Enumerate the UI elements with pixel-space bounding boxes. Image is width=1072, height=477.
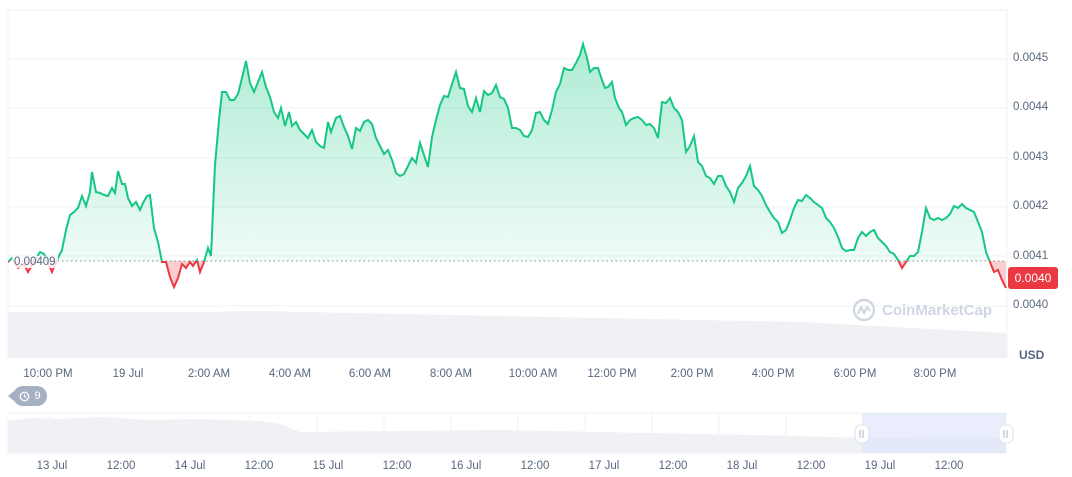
currency-label: USD — [1019, 348, 1045, 362]
y-tick: 0.0043 — [1013, 151, 1049, 163]
navigator-x-tick: 14 Jul — [174, 460, 206, 472]
navigator-x-tick: 18 Jul — [726, 460, 758, 472]
current-price-badge: 0.0040 — [1008, 267, 1058, 289]
navigator-x-tick: 15 Jul — [312, 460, 344, 472]
x-tick: 4:00 AM — [268, 368, 312, 380]
navigator-x-tick: 13 Jul — [36, 460, 68, 472]
baseline-price-label: 0.00409 — [12, 256, 58, 268]
navigator-x-tick: 12:00 — [520, 460, 550, 472]
x-tick: 10:00 PM — [23, 368, 73, 380]
y-tick: 0.0041 — [1013, 250, 1049, 262]
navigator-handle-left[interactable] — [854, 424, 870, 444]
x-tick: 10:00 AM — [508, 368, 558, 380]
y-tick: 0.0040 — [1013, 299, 1049, 311]
events-badge[interactable]: 9 — [8, 386, 47, 406]
x-tick: 6:00 PM — [833, 368, 877, 380]
x-tick: 8:00 PM — [913, 368, 957, 380]
y-tick: 0.0044 — [1013, 101, 1049, 113]
navigator-x-tick: 12:00 — [106, 460, 136, 472]
price-line-up — [8, 40, 991, 261]
navigator-x-tick: 12:00 — [658, 460, 688, 472]
navigator-selection[interactable] — [862, 413, 1006, 453]
y-tick: 0.0045 — [1013, 52, 1049, 64]
navigator-x-tick: 12:00 — [382, 460, 412, 472]
navigator-area — [8, 417, 1006, 453]
y-tick: 0.0042 — [1013, 200, 1049, 212]
volume-area — [8, 311, 1007, 358]
x-tick: 2:00 PM — [670, 368, 714, 380]
navigator-x-tick: 17 Jul — [588, 460, 620, 472]
navigator-x-tick: 16 Jul — [450, 460, 482, 472]
navigator-x-tick: 19 Jul — [864, 460, 896, 472]
price-line-down — [8, 261, 1007, 290]
events-count: 9 — [34, 390, 41, 402]
x-tick: 12:00 PM — [587, 368, 637, 380]
range-navigator[interactable] — [7, 412, 1014, 454]
price-area-up — [8, 44, 1006, 261]
x-tick: 8:00 AM — [429, 368, 473, 380]
x-tick: 2:00 AM — [187, 368, 231, 380]
navigator-handle-right[interactable] — [998, 424, 1014, 444]
x-tick: 4:00 PM — [751, 368, 795, 380]
navigator-x-tick: 12:00 — [796, 460, 826, 472]
x-tick: 19 Jul — [112, 368, 144, 380]
coinmarketcap-logo-icon — [852, 298, 876, 322]
x-tick: 6:00 AM — [348, 368, 392, 380]
coinmarketcap-watermark: CoinMarketCap — [852, 298, 992, 322]
navigator-x-tick: 12:00 — [934, 460, 964, 472]
navigator-x-tick: 12:00 — [244, 460, 274, 472]
history-clock-icon — [20, 391, 30, 401]
